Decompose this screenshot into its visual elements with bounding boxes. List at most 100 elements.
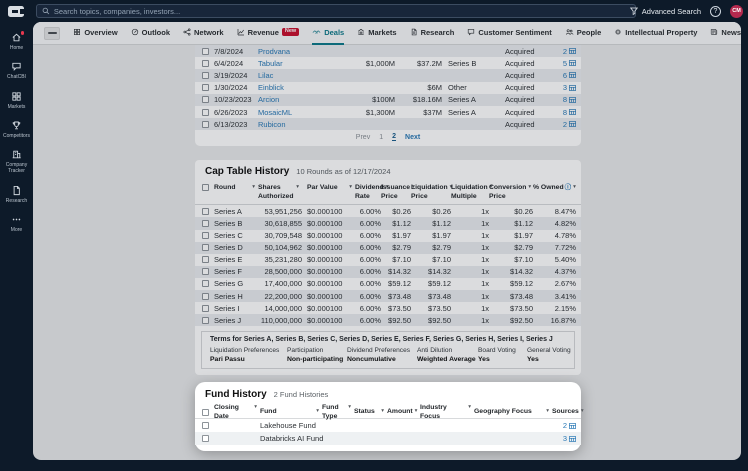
- deal-company-link[interactable]: Tabular: [258, 58, 283, 68]
- row-checkbox[interactable]: [202, 219, 209, 227]
- tab-markets[interactable]: Markets: [357, 22, 397, 45]
- search-icon: [42, 7, 50, 15]
- deal-round: Series A: [448, 95, 476, 105]
- row-checkbox[interactable]: [202, 422, 209, 430]
- row-checkbox[interactable]: [202, 59, 209, 67]
- row-checkbox[interactable]: [202, 280, 209, 288]
- tab-intellectual-property[interactable]: Intellectual Property: [614, 22, 697, 45]
- col-geography-focus[interactable]: Geography Focus ▾: [474, 408, 549, 416]
- page-scroll-area[interactable]: 7/8/2024 Prodvana Acquired 2 6/4/2024 Ta…: [33, 45, 741, 459]
- deal-sources-link[interactable]: 5: [556, 59, 576, 68]
- cap-table-header: Round ▾ Shares Authorized ▾ Par Value ▾ Div…: [195, 181, 581, 206]
- search-input[interactable]: [53, 6, 630, 16]
- row-checkbox[interactable]: [202, 435, 209, 443]
- pagination-page-1[interactable]: 1: [379, 133, 384, 141]
- sidebar-item-competitors[interactable]: Competitors: [0, 120, 33, 139]
- select-all-checkbox[interactable]: [202, 409, 209, 417]
- deal-date: 6/4/2024: [214, 58, 244, 68]
- row-checkbox[interactable]: [202, 96, 209, 104]
- row-checkbox[interactable]: [202, 304, 209, 312]
- deal-sources-link[interactable]: 6: [556, 71, 576, 80]
- cap-dividend-rate: 6.00%: [359, 206, 381, 216]
- deal-company-link[interactable]: Arcion: [258, 95, 280, 105]
- bank-icon: [358, 28, 365, 35]
- pagination-prev[interactable]: Prev: [355, 133, 371, 141]
- deal-sources-link[interactable]: 8: [556, 95, 576, 104]
- row-checkbox[interactable]: [202, 47, 209, 55]
- tab-outlook[interactable]: Outlook: [131, 22, 170, 45]
- deal-sources-link[interactable]: 8: [556, 108, 576, 117]
- cbinsights-logo[interactable]: [8, 5, 26, 17]
- row-checkbox[interactable]: [202, 316, 209, 324]
- row-checkbox[interactable]: [202, 120, 209, 128]
- col-status[interactable]: Status ▾: [354, 408, 384, 416]
- col-round[interactable]: Round ▾: [214, 184, 255, 192]
- cap-dividend-rate: 6.00%: [359, 243, 381, 253]
- col-issuance-price[interactable]: Issuance Price ▾: [381, 184, 415, 200]
- global-search[interactable]: [36, 4, 636, 18]
- sidebar-item-home[interactable]: Home: [0, 31, 33, 51]
- help-button[interactable]: ?: [710, 5, 721, 17]
- help-label: ?: [713, 7, 718, 15]
- col-dividend-rate[interactable]: Dividend Rate ▾: [355, 184, 389, 200]
- row-checkbox[interactable]: [202, 84, 209, 92]
- row-checkbox[interactable]: [202, 232, 209, 240]
- sidebar-item-company-tracker[interactable]: Company Tracker: [0, 149, 33, 175]
- col-par-value[interactable]: Par Value ▾: [307, 184, 352, 192]
- info-icon[interactable]: ⓘ: [564, 184, 572, 192]
- sidebar-item-markets[interactable]: Markets: [0, 91, 33, 110]
- col-sources[interactable]: Sources ▾: [552, 408, 584, 416]
- company-logo[interactable]: [44, 26, 61, 40]
- row-checkbox[interactable]: [202, 207, 209, 215]
- col-percent-owned[interactable]: % Ownedⓘ ▾: [533, 184, 576, 192]
- pagination-next[interactable]: Next: [405, 133, 421, 141]
- tab-customer-sentiment[interactable]: Customer Sentiment: [467, 22, 552, 45]
- col-liquidation-multiple[interactable]: Liquidation Multiple ▾: [451, 184, 493, 200]
- deal-company-link[interactable]: Lilac: [258, 70, 274, 80]
- row-checkbox[interactable]: [202, 244, 209, 252]
- row-checkbox[interactable]: [202, 268, 209, 276]
- cap-issuance-price: $2.79: [392, 243, 411, 253]
- deal-row: 1/30/2024 Einblick $6M Other Acquired 3: [195, 82, 581, 94]
- row-checkbox[interactable]: [202, 256, 209, 264]
- speech-bubble-icon: [468, 29, 475, 36]
- row-checkbox[interactable]: [202, 108, 209, 116]
- row-checkbox[interactable]: [202, 71, 209, 79]
- tab-deals[interactable]: Deals: [312, 22, 345, 45]
- deal-sources-link[interactable]: 2: [556, 47, 576, 56]
- col-amount[interactable]: Amount ▾: [387, 408, 418, 416]
- deal-round: Other: [448, 83, 467, 93]
- sidebar-item-more[interactable]: More: [0, 214, 33, 233]
- deal-company-link[interactable]: Rubicon: [258, 119, 286, 129]
- row-checkbox[interactable]: [202, 292, 209, 300]
- select-all-checkbox[interactable]: [202, 184, 209, 192]
- col-liquidation-price[interactable]: Liquidation Price ▾: [411, 184, 453, 200]
- tab-revenue[interactable]: Revenue New: [237, 22, 300, 45]
- sidebar-item-research[interactable]: Research: [0, 185, 33, 204]
- deal-sources-link[interactable]: 2: [556, 120, 576, 129]
- user-avatar[interactable]: CM: [730, 4, 743, 18]
- deal-valuation: $18.16M: [412, 95, 442, 105]
- fund-sources-link[interactable]: 2: [552, 421, 576, 430]
- sidebar-item-chatcbi[interactable]: ChatCBI: [0, 61, 33, 80]
- col-fund-type[interactable]: Fund Type ▾: [322, 404, 351, 420]
- deal-company-link[interactable]: Prodvana: [258, 46, 291, 56]
- tab-overview[interactable]: Overview: [73, 22, 118, 45]
- tab-label: Outlook: [141, 27, 171, 37]
- col-conversion-price[interactable]: Conversion Price ▾: [489, 184, 532, 200]
- tab-people[interactable]: People: [565, 22, 601, 45]
- col-closing-date[interactable]: Closing Date ▾: [214, 404, 257, 420]
- tab-network[interactable]: Network: [183, 22, 224, 45]
- col-shares-authorized[interactable]: Shares Authorized ▾: [258, 184, 299, 200]
- col-industry-focus[interactable]: Industry Focus ▾: [420, 404, 471, 420]
- deal-company-link[interactable]: Einblick: [258, 83, 284, 93]
- advanced-search-button[interactable]: Advanced Search: [629, 7, 701, 16]
- col-fund[interactable]: Fund ▾: [260, 408, 319, 416]
- fund-sources-link[interactable]: 3: [552, 434, 576, 443]
- deal-sources-link[interactable]: 3: [556, 83, 576, 92]
- deal-company-link[interactable]: MosaicML: [258, 107, 293, 117]
- tab-research[interactable]: Research: [410, 22, 454, 45]
- sidebar-label: Home: [9, 45, 24, 51]
- tab-news[interactable]: News: [710, 22, 741, 45]
- pagination-page-2[interactable]: 2: [392, 133, 397, 142]
